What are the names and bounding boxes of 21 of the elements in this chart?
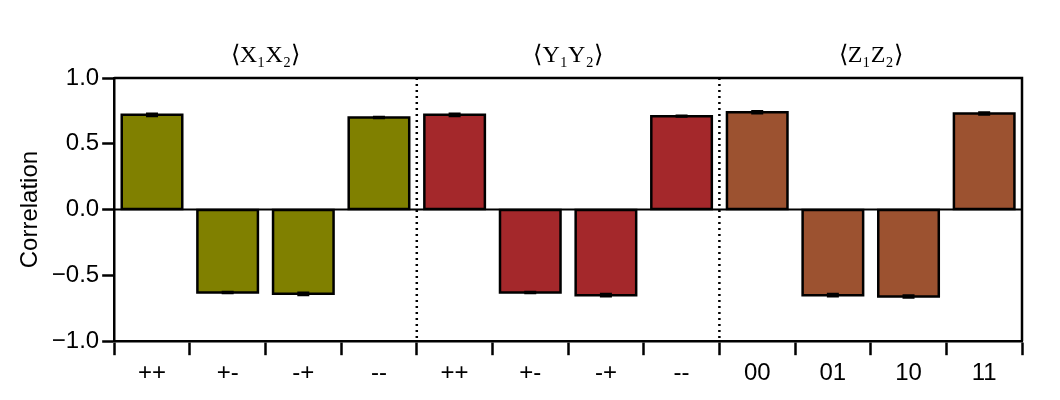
x-tick-label: ++ <box>440 358 469 386</box>
y-tick-label: −1.0 <box>51 325 100 353</box>
x-tick-label: +- <box>216 358 239 386</box>
y-axis-title: Correlation <box>15 150 43 269</box>
x-tick-label: ++ <box>137 358 167 386</box>
text: ⟨Z₁Z₂⟩ <box>838 41 903 68</box>
x-tick-label: +- <box>519 358 542 386</box>
x-tick-label: -- <box>673 358 690 386</box>
x-tick-label: 00 <box>743 358 771 386</box>
y-tick-label: 1.0 <box>65 62 100 90</box>
text: ⟨X₁X₂⟩ <box>230 41 301 68</box>
x-tick-label: -+ <box>292 358 315 386</box>
x-tick-label: 11 <box>971 358 997 386</box>
x-tick-label: 01 <box>819 358 847 386</box>
y-tick-label: −0.5 <box>51 260 100 288</box>
text: ⟨Y₁Y₂⟩ <box>533 41 603 68</box>
y-tick-label: 0.0 <box>65 194 100 222</box>
x-tick-label: -+ <box>594 358 617 386</box>
y-tick-label: 0.5 <box>65 128 100 156</box>
x-tick-label: 10 <box>895 358 922 386</box>
x-tick-label: -- <box>370 358 387 386</box>
